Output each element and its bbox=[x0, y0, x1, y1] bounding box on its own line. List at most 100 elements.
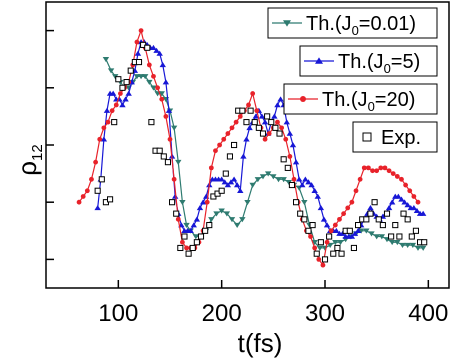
data-point bbox=[315, 57, 323, 64]
data-point bbox=[156, 147, 163, 154]
data-point bbox=[165, 107, 173, 113]
data-point bbox=[262, 136, 268, 142]
data-point bbox=[316, 245, 324, 251]
data-point bbox=[338, 250, 345, 257]
data-point bbox=[421, 239, 428, 246]
data-point bbox=[190, 222, 197, 228]
x-axis-title: t(fs) bbox=[238, 328, 283, 358]
data-point bbox=[410, 205, 418, 211]
data-point bbox=[197, 233, 205, 240]
data-point bbox=[233, 222, 241, 228]
data-point bbox=[250, 91, 256, 96]
data-point bbox=[251, 119, 258, 126]
data-point bbox=[309, 222, 316, 229]
data-point bbox=[276, 130, 283, 137]
data-point bbox=[208, 165, 214, 171]
data-point bbox=[341, 211, 346, 217]
data-point bbox=[193, 216, 201, 222]
data-point bbox=[400, 210, 407, 217]
data-point bbox=[404, 216, 411, 223]
data-point bbox=[246, 124, 253, 131]
data-point bbox=[217, 142, 223, 148]
data-point bbox=[275, 119, 280, 125]
data-point bbox=[399, 176, 404, 182]
data-point bbox=[125, 90, 132, 96]
data-point bbox=[285, 179, 293, 186]
data-point bbox=[134, 39, 140, 45]
data-point bbox=[370, 168, 375, 174]
data-point bbox=[94, 205, 101, 211]
data-point bbox=[283, 136, 289, 142]
data-point bbox=[221, 136, 227, 142]
data-point bbox=[181, 233, 188, 240]
data-point bbox=[109, 108, 115, 114]
data-point bbox=[305, 179, 312, 185]
data-point bbox=[221, 179, 228, 185]
data-point bbox=[100, 136, 108, 142]
data-point bbox=[279, 125, 284, 131]
data-point bbox=[399, 242, 406, 248]
data-point bbox=[240, 153, 247, 159]
data-point bbox=[383, 210, 391, 217]
data-point bbox=[156, 50, 163, 56]
legend-item: Exp. bbox=[352, 121, 438, 153]
data-point bbox=[386, 168, 392, 174]
x-tick-label: 200 bbox=[202, 300, 242, 327]
data-point bbox=[173, 210, 180, 217]
data-point bbox=[314, 193, 321, 199]
data-point bbox=[237, 114, 243, 119]
data-point bbox=[243, 119, 250, 126]
data-point bbox=[146, 79, 153, 85]
data-point bbox=[300, 96, 306, 102]
data-point bbox=[137, 74, 145, 80]
data-point bbox=[308, 234, 313, 239]
data-point bbox=[373, 234, 380, 240]
data-point bbox=[162, 79, 170, 85]
data-point bbox=[202, 227, 209, 234]
data-point bbox=[224, 182, 232, 188]
data-point bbox=[367, 210, 374, 217]
data-point bbox=[408, 233, 415, 240]
data-point bbox=[206, 222, 213, 229]
data-point bbox=[415, 199, 421, 205]
data-point bbox=[192, 234, 200, 240]
data-point bbox=[270, 174, 277, 180]
data-point bbox=[351, 230, 359, 236]
data-point bbox=[407, 188, 413, 194]
data-point bbox=[103, 107, 111, 113]
data-point bbox=[164, 159, 171, 166]
data-point bbox=[261, 119, 269, 125]
data-point bbox=[233, 182, 241, 188]
data-point bbox=[289, 142, 297, 148]
data-point bbox=[239, 107, 246, 114]
data-point bbox=[321, 256, 329, 263]
y-axis-title-main: ρ bbox=[12, 161, 42, 176]
x-ticks: 100 200 300 400 bbox=[98, 280, 448, 327]
data-point bbox=[183, 222, 190, 228]
data-point bbox=[345, 205, 351, 211]
data-point bbox=[388, 199, 396, 205]
data-point bbox=[357, 176, 363, 182]
data-point bbox=[413, 207, 421, 214]
data-point bbox=[243, 136, 250, 142]
data-point bbox=[233, 119, 239, 125]
data-point bbox=[150, 85, 157, 91]
legend-label: Exp. bbox=[381, 127, 421, 149]
data-point bbox=[412, 227, 419, 234]
data-point bbox=[107, 68, 115, 74]
data-point bbox=[247, 107, 254, 114]
data-point bbox=[357, 228, 365, 234]
data-point bbox=[286, 130, 294, 136]
data-point bbox=[332, 240, 339, 246]
data-point bbox=[252, 113, 259, 119]
data-point bbox=[171, 176, 177, 182]
data-point bbox=[302, 176, 309, 182]
data-point bbox=[323, 222, 331, 228]
data-point bbox=[361, 165, 367, 171]
data-point bbox=[353, 188, 359, 194]
data-point bbox=[187, 227, 194, 234]
data-point bbox=[169, 199, 176, 206]
data-point bbox=[292, 159, 300, 165]
data-point bbox=[305, 227, 312, 234]
data-point bbox=[112, 74, 119, 80]
